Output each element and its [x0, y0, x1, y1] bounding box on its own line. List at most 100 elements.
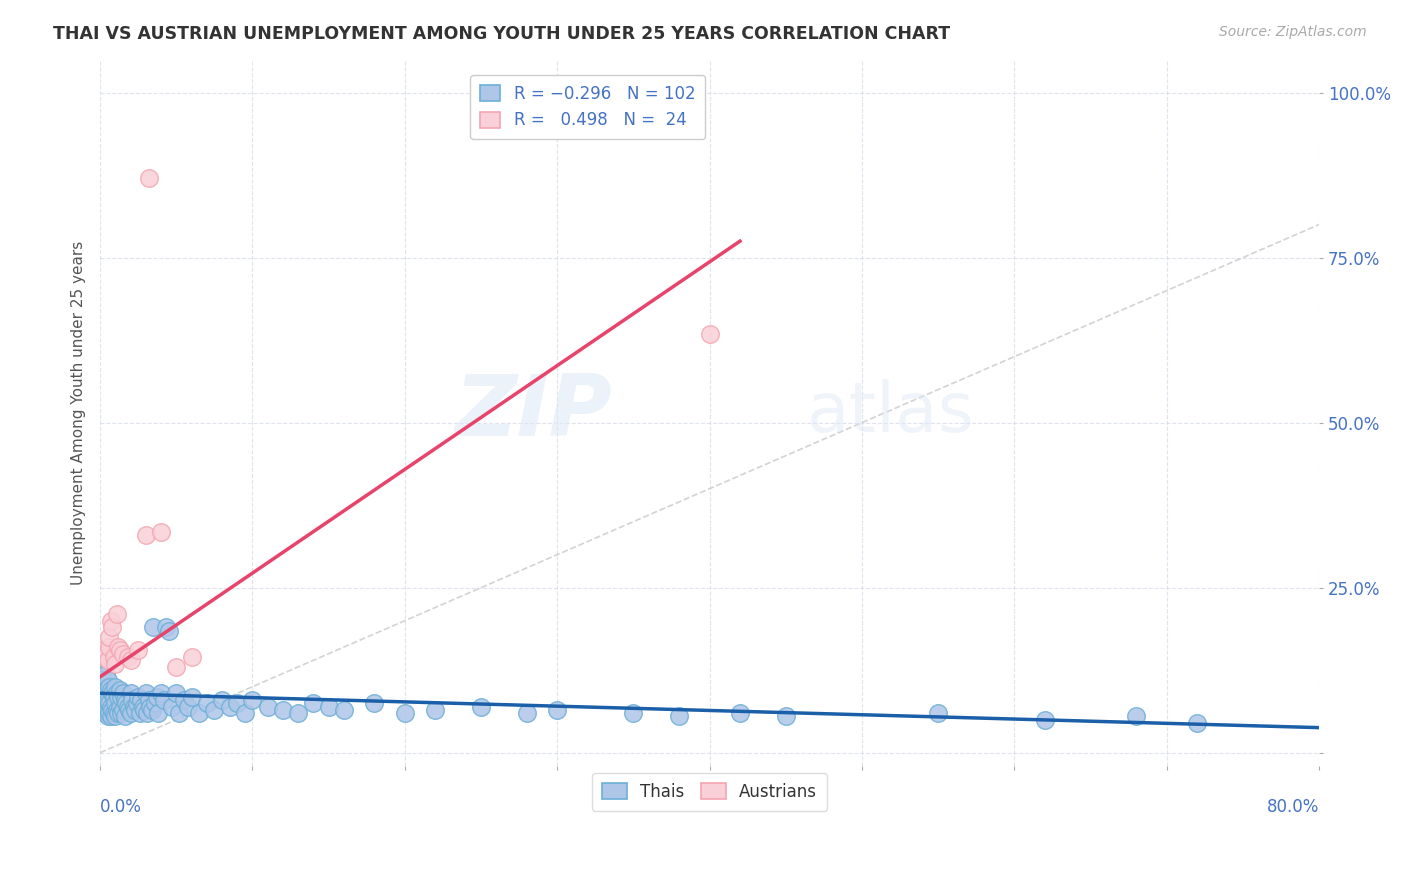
Point: [233, 706, 256, 720]
Point: [104, 657, 127, 671]
Point: [110, 706, 132, 720]
Point: [122, 699, 145, 714]
Point: [108, 683, 131, 698]
Point: [111, 703, 134, 717]
Point: [516, 706, 538, 720]
Point: [107, 690, 129, 704]
Point: [110, 690, 132, 704]
Text: ZIP: ZIP: [454, 371, 612, 454]
Point: [90, 666, 112, 681]
Point: [668, 709, 690, 723]
Point: [97, 693, 120, 707]
Point: [96, 647, 118, 661]
Point: [128, 706, 150, 720]
Point: [101, 703, 124, 717]
Point: [90, 696, 112, 710]
Point: [114, 693, 136, 707]
Point: [150, 524, 173, 539]
Text: 0.0%: 0.0%: [100, 797, 142, 816]
Point: [1033, 713, 1056, 727]
Point: [101, 620, 124, 634]
Point: [105, 703, 128, 717]
Point: [142, 620, 165, 634]
Point: [98, 680, 121, 694]
Point: [1185, 716, 1208, 731]
Point: [91, 673, 114, 687]
Point: [97, 709, 120, 723]
Point: [100, 683, 122, 698]
Point: [93, 693, 115, 707]
Point: [90, 647, 112, 661]
Point: [120, 653, 142, 667]
Point: [218, 699, 240, 714]
Point: [97, 653, 120, 667]
Point: [425, 703, 447, 717]
Point: [108, 643, 131, 657]
Point: [127, 690, 149, 704]
Text: Source: ZipAtlas.com: Source: ZipAtlas.com: [1219, 25, 1367, 39]
Point: [114, 709, 136, 723]
Point: [117, 650, 139, 665]
Point: [363, 696, 385, 710]
Point: [188, 706, 211, 720]
Point: [136, 706, 159, 720]
Point: [699, 326, 721, 341]
Point: [98, 630, 121, 644]
Point: [98, 706, 121, 720]
Point: [97, 703, 120, 717]
Point: [132, 699, 155, 714]
Point: [211, 693, 233, 707]
Point: [93, 680, 115, 694]
Point: [333, 703, 356, 717]
Point: [202, 703, 225, 717]
Point: [98, 696, 121, 710]
Point: [146, 706, 169, 720]
Point: [100, 699, 122, 714]
Point: [121, 693, 143, 707]
Point: [104, 680, 127, 694]
Point: [1125, 709, 1147, 723]
Point: [139, 699, 162, 714]
Point: [135, 528, 157, 542]
Point: [226, 696, 249, 710]
Point: [242, 693, 264, 707]
Point: [107, 706, 129, 720]
Point: [271, 703, 294, 717]
Point: [120, 706, 142, 720]
Point: [96, 699, 118, 714]
Point: [91, 703, 114, 717]
Text: THAI VS AUSTRIAN UNEMPLOYMENT AMONG YOUTH UNDER 25 YEARS CORRELATION CHART: THAI VS AUSTRIAN UNEMPLOYMENT AMONG YOUT…: [53, 25, 950, 43]
Point: [103, 706, 125, 720]
Point: [287, 706, 309, 720]
Y-axis label: Unemployment Among Youth under 25 years: Unemployment Among Youth under 25 years: [72, 241, 86, 585]
Point: [96, 666, 118, 681]
Point: [91, 690, 114, 704]
Point: [97, 673, 120, 687]
Point: [775, 709, 797, 723]
Point: [153, 693, 176, 707]
Point: [104, 709, 127, 723]
Point: [302, 696, 325, 710]
Point: [177, 699, 200, 714]
Point: [101, 686, 124, 700]
Point: [728, 706, 751, 720]
Point: [91, 643, 114, 657]
Point: [98, 640, 121, 654]
Point: [621, 706, 644, 720]
Point: [115, 696, 138, 710]
Point: [107, 640, 129, 654]
Point: [105, 686, 128, 700]
Point: [124, 703, 146, 717]
Point: [160, 699, 183, 714]
Point: [470, 699, 492, 714]
Point: [173, 693, 195, 707]
Point: [157, 624, 180, 638]
Point: [155, 620, 177, 634]
Point: [195, 696, 218, 710]
Point: [103, 650, 125, 665]
Point: [120, 686, 142, 700]
Point: [180, 690, 202, 704]
Point: [546, 703, 568, 717]
Point: [256, 699, 278, 714]
Point: [927, 706, 949, 720]
